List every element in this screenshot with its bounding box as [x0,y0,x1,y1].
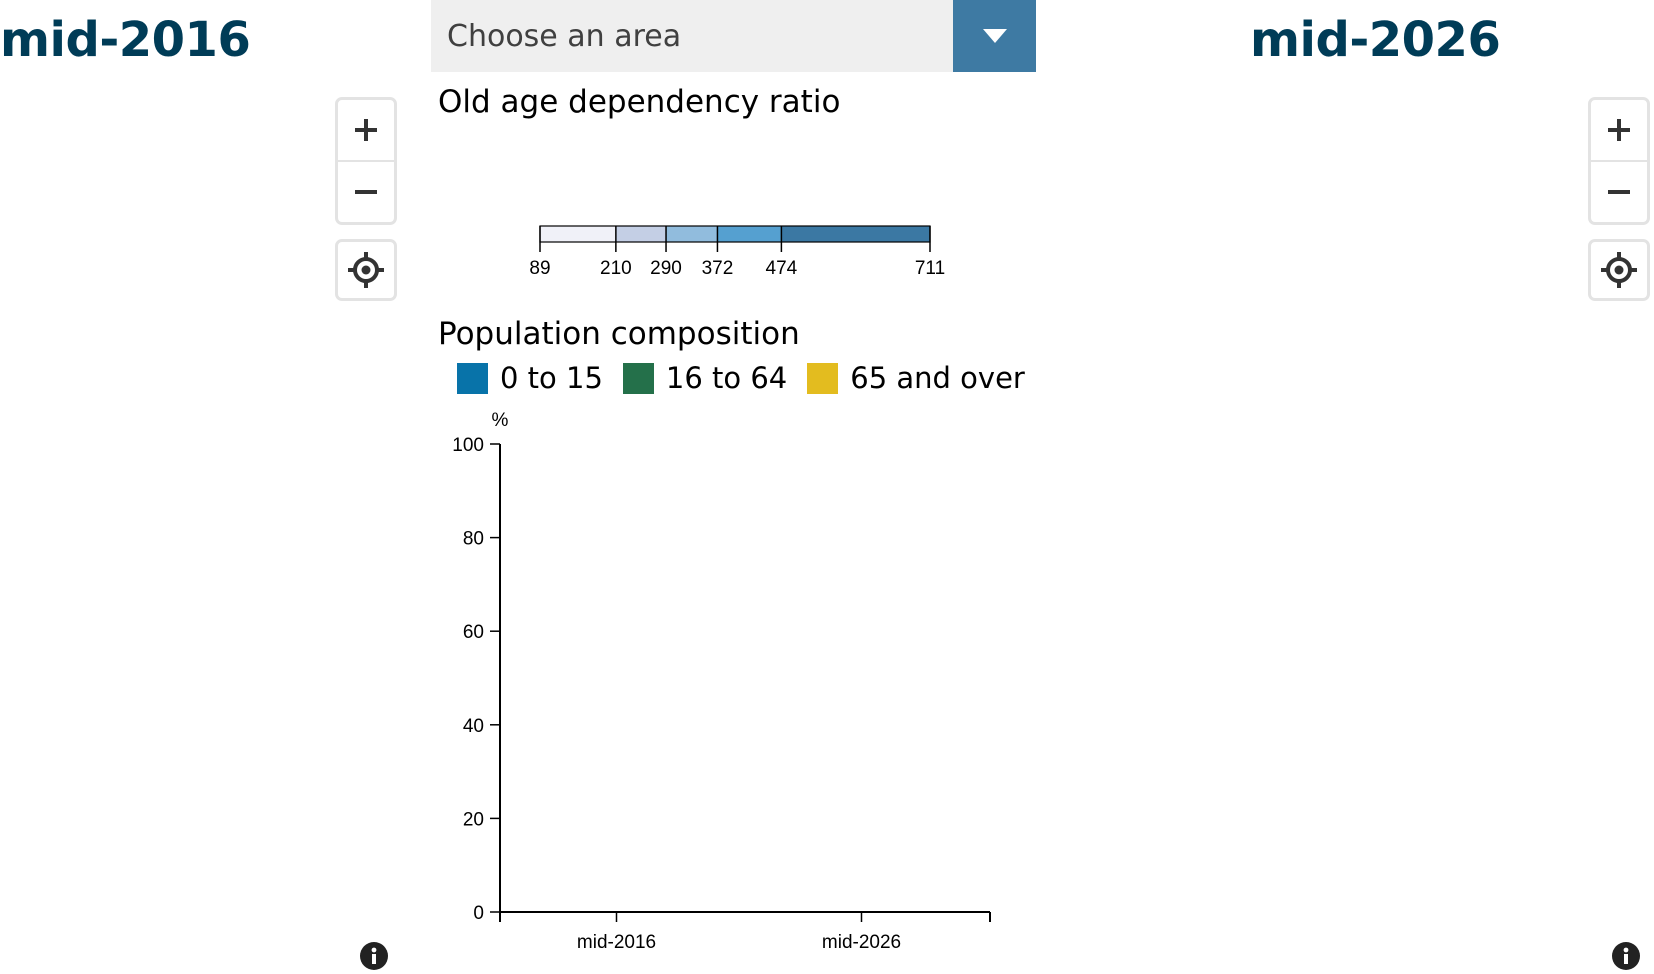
x-tick-label: mid-2016 [577,932,656,953]
composition-legend: 0 to 15 16 to 64 65 and over [457,361,1045,395]
y-tick-label: 20 [463,809,484,830]
left-locate-button[interactable] [335,239,397,301]
left-zoom-out-button[interactable] [338,160,394,222]
right-zoom-in-button[interactable] [1591,100,1647,160]
crosshair-icon [1601,252,1637,288]
legend-label: 16 to 64 [665,361,788,395]
area-select-dropdown[interactable]: Choose an area [431,0,1036,72]
ratio-tick-label: 89 [529,258,550,279]
area-select-toggle[interactable] [953,0,1036,72]
right-zoom-control [1588,97,1650,225]
ratio-band [540,226,616,242]
ratio-band [781,226,930,242]
y-tick-label: 0 [473,903,484,924]
legend-item: 0 to 15 [457,361,603,395]
legend-swatch [807,362,839,394]
ratio-tick-label: 372 [702,258,734,279]
legend-item: 16 to 64 [622,361,788,395]
y-tick-label: 80 [463,529,484,550]
legend-swatch [457,362,488,394]
x-tick-label: mid-2026 [822,932,901,953]
left-zoom-in-button[interactable] [338,100,394,160]
caret-down-icon [982,29,1007,43]
legend-label: 65 and over [850,361,1025,395]
right-locate-button[interactable] [1588,239,1650,301]
ratio-band [666,226,718,242]
ratio-color-scale: 89 210 290 372 474 711 [529,225,945,279]
info-icon [360,942,388,970]
legend-swatch [622,362,654,394]
crosshair-icon [348,252,384,288]
ratio-heading: Old age dependency ratio [438,84,841,120]
left-map-title: mid-2016 [0,12,251,68]
area-select-placeholder: Choose an area [447,18,682,54]
y-tick-label: 100 [452,435,484,456]
legend-item: 65 and over [807,361,1025,395]
ratio-tick-label: 290 [650,258,682,279]
ratio-tick-label: 474 [766,258,798,279]
left-info-button[interactable] [360,942,388,970]
composition-chart: % 0 20 40 60 80 100 mid-2016 mid-2026 [452,410,991,953]
ratio-band [717,226,782,242]
plus-icon [355,119,377,141]
y-tick-label: 40 [463,716,484,737]
y-axis-label: % [492,410,509,431]
right-map-title: mid-2026 [1250,12,1501,68]
right-info-button[interactable] [1612,942,1640,970]
legend-label: 0 to 15 [500,361,603,395]
ratio-tick-label: 210 [600,258,632,279]
info-icon [1612,942,1640,970]
right-zoom-out-button[interactable] [1591,160,1647,222]
left-zoom-control [335,97,397,225]
plus-icon [1608,119,1630,141]
y-tick-label: 60 [463,622,484,643]
minus-icon [355,190,377,194]
minus-icon [1608,190,1630,194]
composition-heading: Population composition [438,316,800,352]
ratio-tick-label: 711 [915,258,945,279]
ratio-band [615,226,667,242]
